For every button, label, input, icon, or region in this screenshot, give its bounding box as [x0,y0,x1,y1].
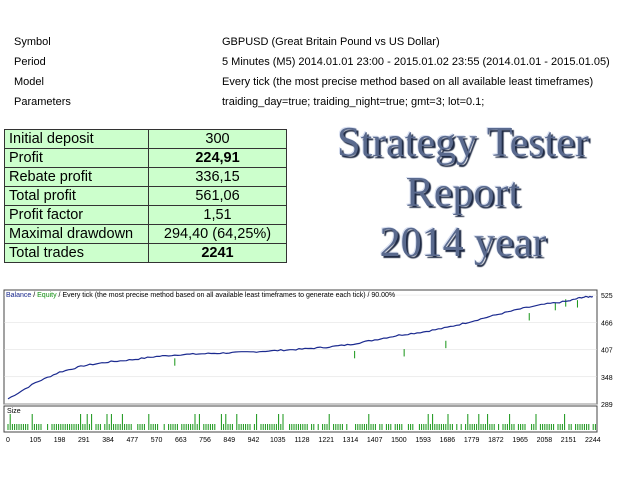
x-tick-label: 1035 [270,437,286,444]
legend-balance: Balance [6,292,32,299]
report-info: Symbol GBPUSD (Great Britain Pound vs US… [0,33,640,113]
x-tick-label: 1128 [294,437,309,444]
title-line: Report [405,170,521,216]
x-tick-label: 1872 [488,437,504,444]
balance-line [7,295,594,400]
info-label: Model [14,76,44,88]
x-tick-label: 942 [248,437,260,444]
summary-value: 1,51 [148,205,287,225]
info-label: Parameters [14,96,71,108]
title-line: Strategy Tester [337,120,589,166]
summary-table: Initial deposit 300 Profit 224,91 Rebate… [4,129,287,263]
summary-label: Profit [4,148,149,168]
x-tick-label: 1221 [318,437,334,444]
x-tick-label: 570 [151,437,163,444]
y-tick-label: 525 [601,293,613,300]
size-label: Size [7,408,21,415]
chart-legend: Balance / Equity / Every tick (the most … [6,292,395,299]
x-tick-label: 1500 [391,437,407,444]
chart-plot-area [3,289,598,405]
summary-value: 294,40 (64,25%) [148,224,287,244]
x-tick-label: 1593 [415,437,431,444]
info-row-period: Period 5 Minutes (M5) 2014.01.01 23:00 -… [0,53,640,73]
x-tick-label: 849 [223,437,235,444]
x-tick-label: 1779 [464,437,480,444]
title-line: 2014 year [379,220,547,266]
info-row-symbol: Symbol GBPUSD (Great Britain Pound vs US… [0,33,640,53]
chart-grid [4,294,597,405]
summary-label: Maximal drawdown [4,224,149,244]
x-tick-label: 0 [6,437,10,444]
info-value: traiding_day=true; traiding_night=true; … [222,96,485,108]
info-value: 5 Minutes (M5) 2014.01.01 23:00 - 2015.0… [222,56,610,68]
info-row-model: Model Every tick (the most precise metho… [0,73,640,93]
chart-marks [7,295,596,430]
y-tick-label: 466 [601,320,613,327]
info-value: GBPUSD (Great Britain Pound vs US Dollar… [222,36,440,48]
table-row: Rebate profit 336,15 [4,167,287,187]
y-tick-label: 348 [601,375,613,382]
info-value: Every tick (the most precise method base… [222,76,594,88]
legend-separator: / [31,292,38,299]
info-label: Symbol [14,36,51,48]
x-tick-label: 2058 [537,437,553,444]
legend-description: / Every tick (the most precise method ba… [56,292,396,299]
table-row: Maximal drawdown 294,40 (64,25%) [4,224,287,244]
summary-value: 224,91 [148,148,287,168]
x-tick-label: 756 [199,437,211,444]
summary-label: Initial deposit [4,129,149,149]
x-tick-label: 1686 [440,437,456,444]
x-tick-label: 198 [54,437,66,444]
x-tick-label: 663 [175,437,187,444]
x-tick-label: 384 [102,437,114,444]
summary-value: 2241 [148,243,287,263]
table-row: Total trades 2241 [4,243,287,263]
x-tick-label: 105 [30,437,42,444]
x-tick-label: 1407 [367,437,383,444]
legend-equity: Equity [37,292,57,299]
table-row: Profit factor 1,51 [4,205,287,225]
summary-label: Rebate profit [4,167,149,187]
x-tick-label: 1965 [512,437,528,444]
table-row: Profit 224,91 [4,148,287,168]
x-tick-label: 2151 [561,437,577,444]
x-tick-label: 1314 [343,437,359,444]
x-tick-label: 291 [78,437,90,444]
summary-label: Total trades [4,243,149,263]
table-row: Initial deposit 300 [4,129,287,149]
x-tick-label: 477 [126,437,138,444]
info-label: Period [14,56,46,68]
summary-label: Profit factor [4,205,149,225]
summary-value: 336,15 [148,167,287,187]
info-row-parameters: Parameters traiding_day=true; traiding_n… [0,93,640,113]
summary-value: 561,06 [148,186,287,206]
balance-chart: 525 466 407 348 289 0 105 198 291 384 477 570 663 756… [3,289,613,444]
y-tick-label: 407 [601,348,613,355]
summary-label: Total profit [4,186,149,206]
summary-value: 300 [148,129,287,149]
report-title: Strategy Tester Report 2014 year [290,118,636,268]
y-tick-label: 289 [601,402,613,409]
table-row: Total profit 561,06 [4,186,287,206]
chart-ticks: 525 466 407 348 289 0 105 198 291 384 477 570 663 756… [6,293,613,444]
x-tick-label: 2244 [585,437,601,444]
